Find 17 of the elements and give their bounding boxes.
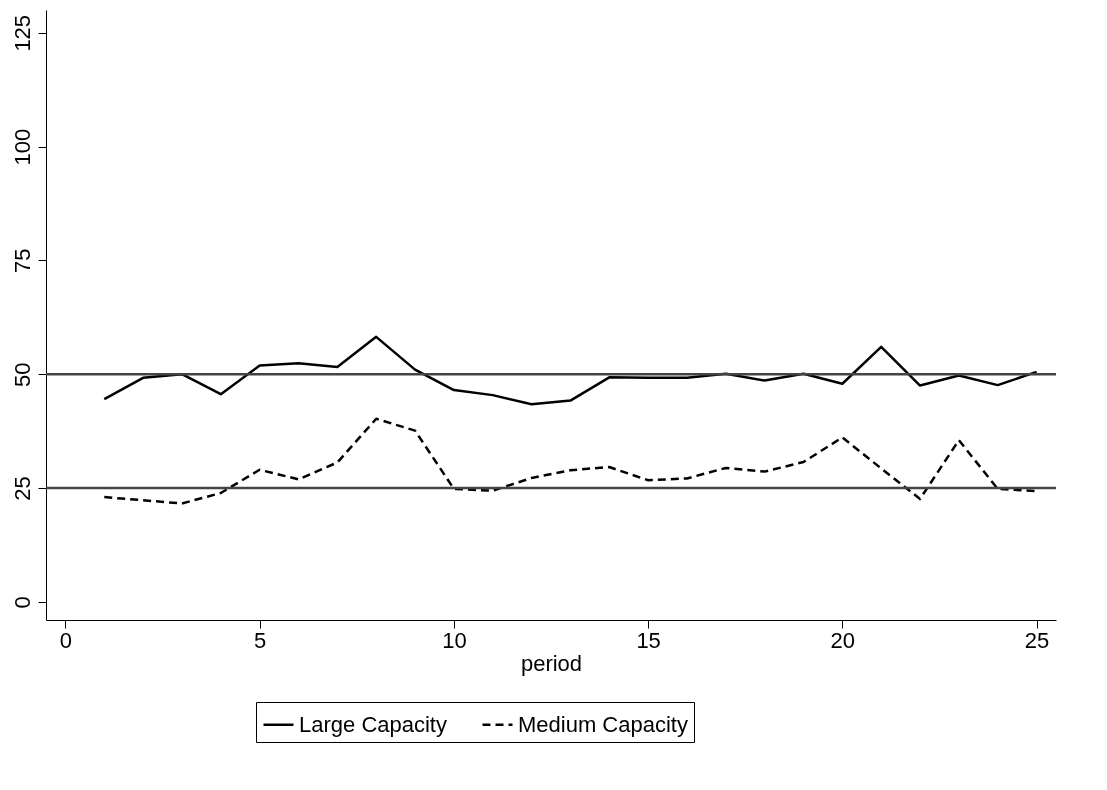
y-tick-label: 125 (9, 14, 35, 52)
x-tick-label: 0 (59, 627, 73, 653)
y-tick-label: 75 (9, 248, 35, 274)
line-series (103, 335, 1038, 406)
x-tick-label: 20 (830, 627, 856, 653)
y-tick-label: 0 (9, 596, 35, 609)
line-series (103, 417, 1038, 505)
legend-label: Large Capacity (299, 711, 447, 737)
legend-label: Medium Capacity (518, 711, 688, 737)
x-tick-label: 5 (254, 627, 267, 653)
x-tick-label: 15 (636, 627, 661, 653)
x-tick-label: 10 (442, 627, 467, 653)
y-tick-label: 100 (9, 128, 35, 166)
x-axis-title: period (520, 650, 583, 676)
x-tick-label: 25 (1024, 627, 1050, 653)
y-tick-label: 50 (9, 362, 35, 387)
y-tick-label: 25 (9, 476, 35, 501)
